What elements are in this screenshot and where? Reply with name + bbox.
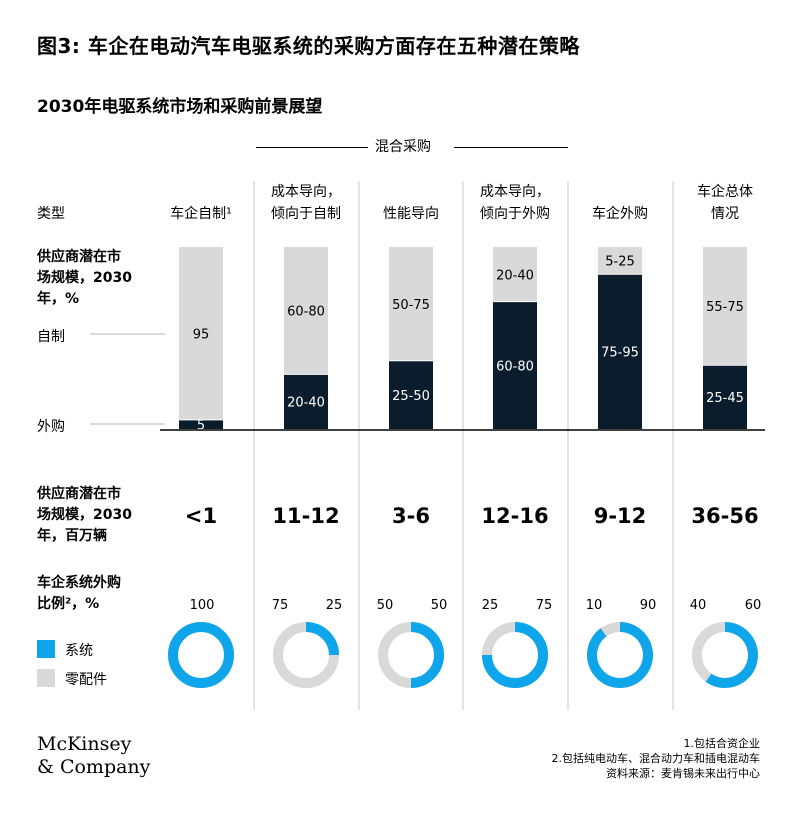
parts-pct-value: 25: [325, 598, 343, 613]
market-units-value: 12-16: [481, 504, 549, 528]
market-units-value: 36-56: [691, 504, 759, 528]
column-head-5: 车企外购: [568, 203, 672, 225]
label-line: 供应商潜在市: [37, 249, 121, 265]
label-line: 场规模，2030: [37, 270, 132, 286]
hybrid-bracket: 混合采购: [0, 136, 800, 158]
logo-line: McKinsey: [37, 733, 132, 755]
donut-system-arc: [305, 622, 339, 656]
bar-in-house: [389, 247, 433, 361]
bar-outsourced: [493, 301, 537, 429]
parts-pct-value: 90: [639, 598, 657, 613]
label-line: 比例²，%: [37, 596, 100, 612]
bar-label-in-house: 60-80: [287, 305, 325, 320]
donut-system-arc: [410, 622, 444, 688]
column-head-1: 车企自制¹: [149, 203, 253, 225]
bar-label-in-house: 5-25: [605, 255, 635, 270]
column-head-line: 车企自制¹: [170, 206, 232, 222]
bar-outsourced: [179, 419, 223, 429]
legend-label-parts: 零配件: [65, 672, 107, 688]
donut-system-arc: [482, 622, 548, 688]
bar-label-in-house: 20-40: [496, 268, 534, 283]
footnote: 1.包括合资企业: [683, 737, 761, 750]
legend-swatch-parts: [37, 669, 55, 687]
market-units-value: 11-12: [272, 504, 340, 528]
label-line: 场规模，2030: [37, 507, 132, 523]
column-head-line: 成本导向，: [480, 184, 550, 200]
market-units-value: 9-12: [593, 504, 647, 528]
bar-label-outsourced: 5: [197, 418, 205, 433]
hybrid-line-right: [454, 147, 568, 148]
bar-in-house: [598, 247, 642, 275]
column-head-line: 车企总体: [697, 184, 753, 200]
logo-line: & Company: [37, 756, 151, 778]
bar-label-in-house: 50-75: [392, 298, 430, 313]
column-head-4: 成本导向， 倾向于外购: [463, 181, 567, 225]
system-pct-value: 10: [585, 598, 603, 613]
hybrid-line-left: [256, 147, 368, 148]
bar-label-outsourced: 25-45: [706, 391, 744, 406]
market-pct-label: 供应商潜在市 场规模，2030 年，%: [37, 247, 132, 310]
in-house-label: 自制: [37, 329, 65, 345]
parts-pct-value: 50: [430, 598, 448, 613]
bar-outsourced: [703, 365, 747, 429]
page-title: 图3: 车企在电动汽车电驱系统的采购方面存在五种潜在策略: [37, 34, 580, 58]
column-head-3: 性能导向: [359, 203, 463, 225]
column-head-line: 车企外购: [592, 206, 648, 222]
column-head-2: 成本导向， 倾向于自制: [254, 181, 358, 225]
label-line: 车企系统外购: [37, 575, 121, 591]
system-pct-value: 75: [271, 598, 289, 613]
legend-label-system: 系统: [65, 643, 93, 659]
bar-outsourced: [284, 374, 328, 429]
bar-label-outsourced: 20-40: [287, 396, 325, 411]
bar-outsourced: [598, 274, 642, 429]
bar-in-house: [284, 247, 328, 375]
market-units-value: 3-6: [392, 504, 430, 528]
oem-share-label: 车企系统外购 比例²，%: [37, 573, 121, 615]
system-pct-value: 100: [189, 598, 215, 613]
bar-label-in-house: 95: [193, 327, 210, 342]
bar-label-outsourced: 75-95: [601, 346, 639, 361]
type-label: 类型: [37, 206, 65, 222]
bar-outsourced: [389, 360, 433, 429]
market-units-value: <1: [184, 504, 218, 528]
footnote: 2.包括纯电动车、混合动力车和插电混动车: [551, 752, 761, 765]
system-pct-value: 50: [376, 598, 394, 613]
parts-pct-value: 75: [535, 598, 553, 613]
system-pct-value: 25: [481, 598, 499, 613]
label-line: 年，百万辆: [37, 528, 107, 544]
column-head-line: 倾向于外购: [480, 206, 550, 222]
system-pct-value: 40: [689, 598, 707, 613]
column-head-line: 情况: [711, 206, 739, 222]
hybrid-label: 混合采购: [375, 139, 431, 155]
column-head-line: 成本导向，: [271, 184, 341, 200]
bar-in-house: [703, 247, 747, 366]
donut-system-arc: [168, 622, 234, 688]
mckinsey-logo: McKinsey & Company: [37, 733, 150, 779]
parts-pct-value: 60: [744, 598, 762, 613]
bar-label-outsourced: 60-80: [496, 359, 534, 374]
bar-label-in-house: 55-75: [706, 300, 744, 315]
label-line: 年，%: [37, 291, 80, 307]
bar-label-outsourced: 25-50: [392, 389, 430, 404]
legend-swatch-system: [37, 640, 55, 658]
bar-in-house: [493, 247, 537, 302]
donut-system-arc: [705, 622, 758, 688]
outsourced-label: 外购: [37, 419, 65, 435]
chart-subtitle: 2030年电驱系统市场和采购前景展望: [37, 97, 323, 117]
donut-system-arc: [587, 622, 653, 688]
bar-in-house: [179, 247, 223, 420]
label-line: 供应商潜在市: [37, 486, 121, 502]
column-head-line: 倾向于自制: [271, 206, 341, 222]
footnotes: 1.包括合资企业 2.包括纯电动车、混合动力车和插电混动车 资料来源：麦肯锡未来…: [552, 736, 761, 781]
footnote: 资料来源：麦肯锡未来出行中心: [606, 767, 760, 780]
market-units-label: 供应商潜在市 场规模，2030 年，百万辆: [37, 484, 132, 547]
column-head-6: 车企总体 情况: [673, 181, 777, 225]
column-head-line: 性能导向: [383, 206, 439, 222]
